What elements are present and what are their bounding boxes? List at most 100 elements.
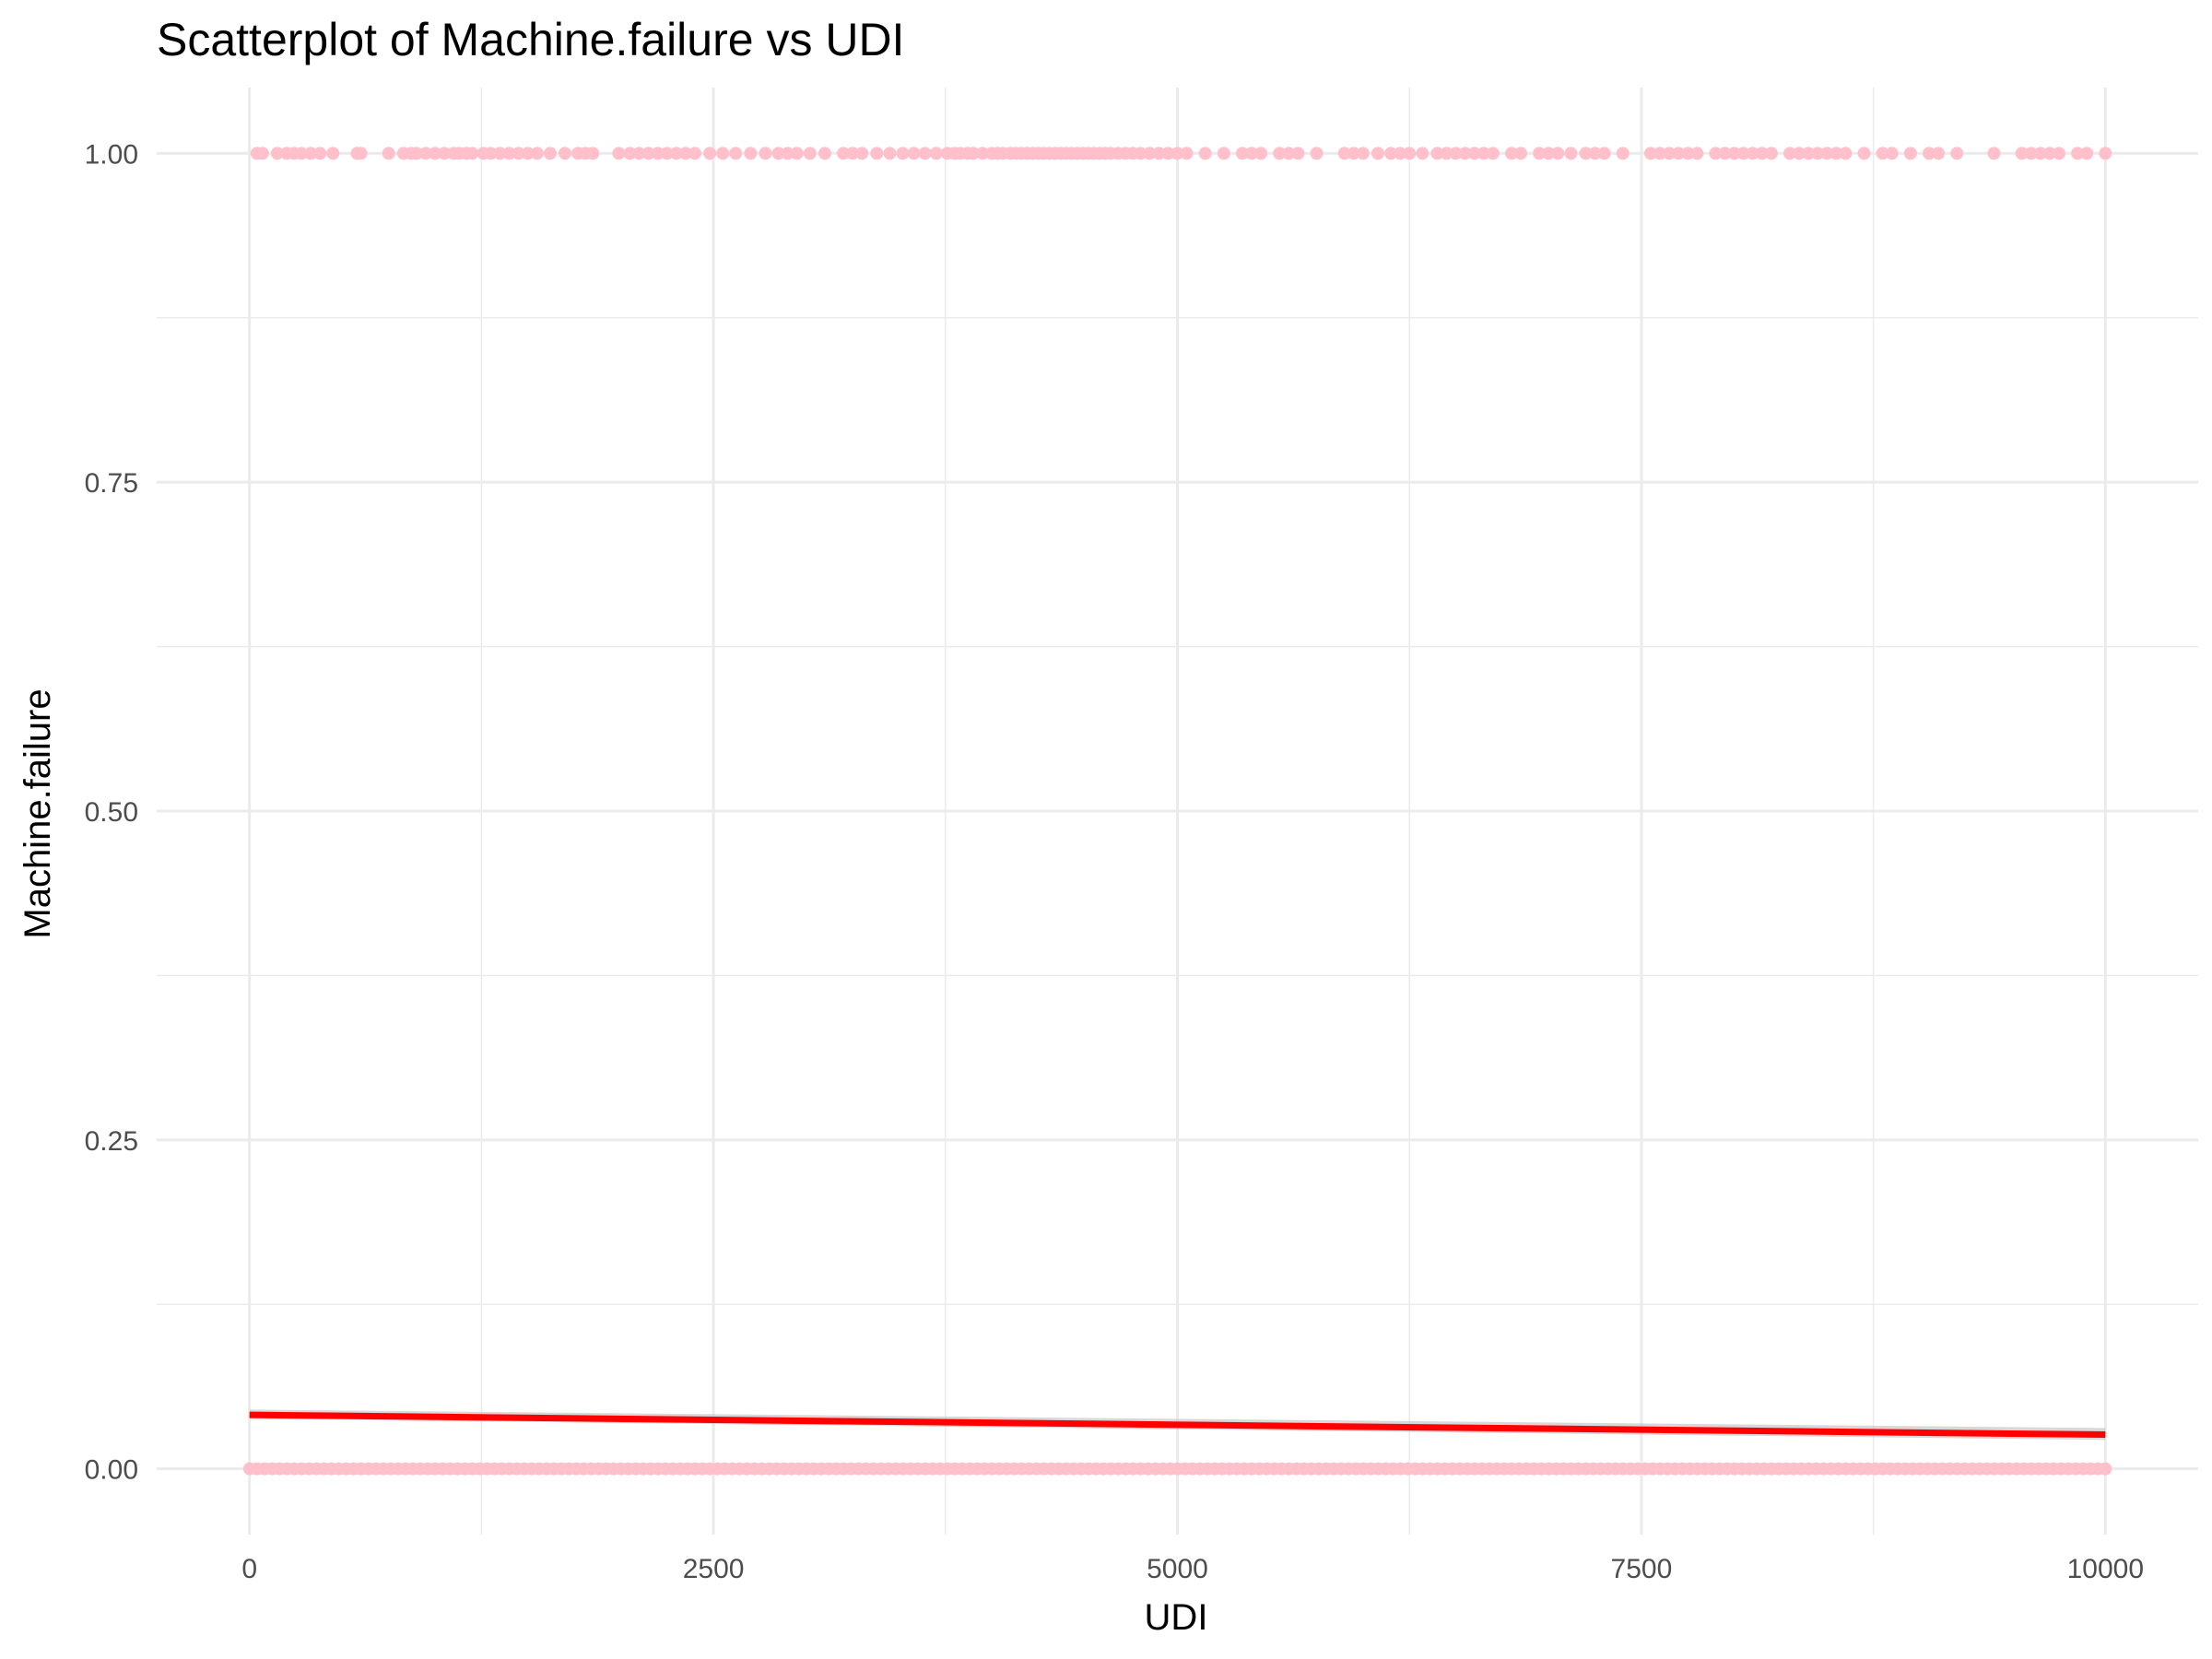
data-point: [1356, 147, 1370, 160]
data-point: [1347, 147, 1360, 160]
data-point: [2099, 147, 2112, 160]
data-point: [1449, 147, 1463, 160]
data-point: [678, 147, 692, 160]
data-point: [918, 147, 932, 160]
data-point: [1736, 147, 1750, 160]
data-point: [883, 147, 897, 160]
data-point: [1932, 147, 1946, 160]
data-point: [855, 147, 869, 160]
data-point: [502, 147, 516, 160]
data-point: [729, 147, 743, 160]
data-point: [1514, 147, 1528, 160]
x-tick-label: 2500: [683, 1554, 745, 1584]
data-point: [669, 147, 683, 160]
x-axis-title: UDI: [1145, 1597, 1208, 1638]
data-point: [1811, 147, 1825, 160]
data-point: [2099, 1462, 2112, 1476]
data-point: [1783, 147, 1796, 160]
data-point: [1616, 147, 1630, 160]
data-point: [623, 147, 637, 160]
data-point: [1793, 147, 1806, 160]
data-point: [1903, 147, 1917, 160]
data-point: [1282, 147, 1296, 160]
data-point: [1820, 147, 1834, 160]
data-point: [1672, 147, 1686, 160]
data-point: [1458, 147, 1472, 160]
data-point: [484, 147, 498, 160]
data-point: [744, 147, 758, 160]
data-point: [1690, 147, 1704, 160]
data-point: [559, 147, 571, 160]
data-point: [660, 147, 674, 160]
data-point: [907, 147, 921, 160]
data-point: [1681, 147, 1695, 160]
data-point: [1371, 147, 1384, 160]
data-point: [1987, 147, 2001, 160]
data-point: [255, 147, 269, 160]
data-point: [1394, 147, 1407, 160]
data-point: [521, 147, 535, 160]
data-point: [512, 147, 525, 160]
y-axis-title: Machine.failure: [18, 688, 58, 938]
data-point: [1152, 147, 1166, 160]
data-point: [1180, 147, 1194, 160]
y-tick-label: 0.00: [85, 1455, 138, 1486]
data-point: [790, 147, 804, 160]
data-point: [1746, 147, 1759, 160]
data-point: [1403, 147, 1417, 160]
data-point: [1727, 147, 1741, 160]
data-point: [1764, 147, 1778, 160]
data-point: [2033, 147, 2047, 160]
y-tick-label: 0.25: [85, 1126, 138, 1157]
data-point: [641, 147, 655, 160]
data-point: [354, 147, 368, 160]
tick-labels: 0 2500 5000 7500 10000 0.00 0.25 0.50 0.75 1.00: [85, 139, 2144, 1584]
data-point: [846, 147, 860, 160]
data-point: [1430, 147, 1444, 160]
data-point: [295, 147, 309, 160]
data-point: [651, 147, 665, 160]
data-point: [2024, 147, 2038, 160]
data-point: [1245, 147, 1259, 160]
data-point: [429, 147, 442, 160]
data-point: [1467, 147, 1481, 160]
data-point: [612, 147, 626, 160]
data-point: [1384, 147, 1398, 160]
data-point: [1718, 147, 1732, 160]
data-point: [1551, 147, 1565, 160]
data-point: [1830, 147, 1843, 160]
data-point: [313, 147, 327, 160]
data-point: [465, 147, 479, 160]
data-point: [409, 147, 423, 160]
data-point: [781, 147, 794, 160]
x-tick-label: 0: [241, 1554, 257, 1584]
data-point: [688, 147, 701, 160]
data-point: [1310, 147, 1324, 160]
x-tick-label: 7500: [1611, 1554, 1673, 1584]
y-tick-label: 0.75: [85, 468, 138, 499]
data-point: [1885, 147, 1899, 160]
data-point: [1663, 147, 1677, 160]
data-point: [1533, 147, 1547, 160]
data-point: [530, 147, 544, 160]
data-point: [270, 147, 284, 160]
data-point: [1291, 147, 1305, 160]
data-point: [1876, 147, 1889, 160]
y-tick-label: 1.00: [85, 139, 138, 170]
data-point: [1171, 147, 1184, 160]
data-point: [1217, 147, 1230, 160]
data-point: [929, 147, 943, 160]
data-point: [438, 147, 452, 160]
data-point: [1337, 147, 1351, 160]
data-point: [1254, 147, 1268, 160]
data-point: [1504, 147, 1518, 160]
data-point: [1643, 147, 1657, 160]
data-point: [1923, 147, 1936, 160]
data-point: [543, 147, 557, 160]
data-point: [1564, 147, 1578, 160]
data-point: [1477, 147, 1490, 160]
data-point: [1597, 147, 1611, 160]
data-point: [1143, 147, 1157, 160]
